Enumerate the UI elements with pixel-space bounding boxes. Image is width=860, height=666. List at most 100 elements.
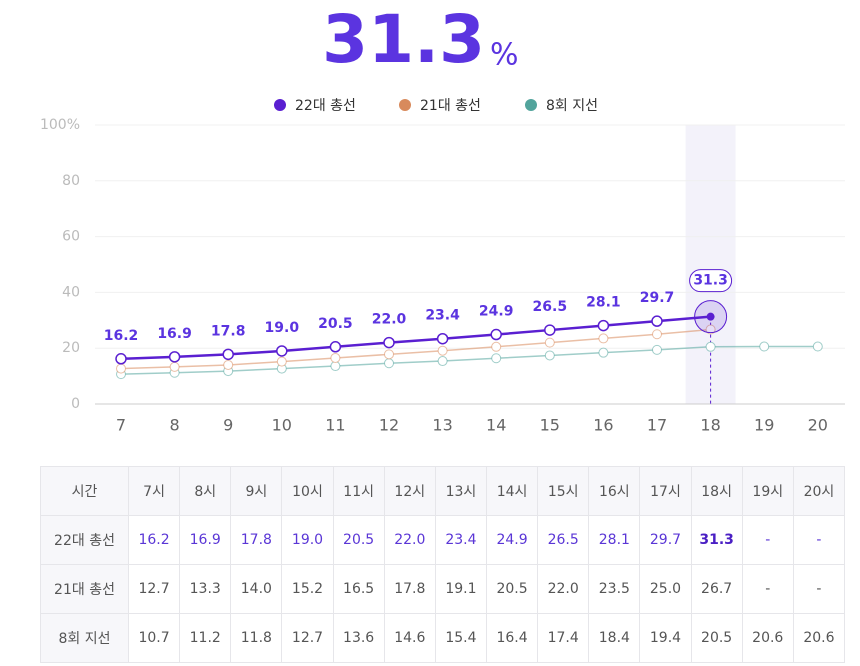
- point: [652, 344, 662, 355]
- table-cell: 16.2: [127, 515, 181, 565]
- point: [812, 341, 823, 352]
- point: [384, 358, 394, 369]
- point: [544, 350, 555, 361]
- point: [652, 329, 662, 340]
- table-cell: 29.7: [639, 515, 692, 565]
- x-tick-label: 16: [593, 416, 613, 435]
- x-tick-label: 11: [325, 416, 345, 435]
- table-cell: 16.9: [179, 515, 232, 565]
- legend-dot: [525, 99, 537, 111]
- table-cell: 8시: [179, 466, 232, 516]
- table-cell: 13.3: [179, 564, 232, 614]
- x-tick-label: 17: [647, 416, 667, 435]
- point: [491, 341, 502, 352]
- chart: 31.3 % 0 20 40 60 80 100% 7 8 9 10 11 12 13 14 15 16 17 1…: [40, 1, 845, 435]
- table-cell: 16.5: [332, 564, 385, 614]
- series-line: [120, 345, 818, 375]
- table-cell: -: [792, 515, 846, 565]
- point: [383, 336, 395, 349]
- point: [437, 356, 448, 367]
- x-tick-label: 13: [432, 416, 452, 435]
- value-label-box: [689, 269, 733, 293]
- table-cell: 14시: [485, 466, 539, 516]
- point: [598, 333, 609, 344]
- headline-unit: %: [490, 38, 519, 73]
- x-tick-label: 8: [170, 416, 180, 435]
- y-tick-label: 60: [62, 229, 80, 245]
- x-tick-label: 15: [540, 416, 560, 435]
- table-cell: 22.0: [383, 515, 436, 565]
- point: [329, 341, 342, 353]
- legend-label: 8회 지선: [546, 98, 598, 114]
- table-cell: 10.7: [127, 613, 181, 663]
- table-cell: 16.4: [485, 613, 539, 663]
- point: [597, 319, 610, 332]
- table-cell: 21대 총선: [40, 564, 129, 614]
- point: [705, 341, 716, 352]
- table-cell: 15시: [537, 466, 590, 516]
- value-label: 29.7: [640, 290, 675, 306]
- headline-value: 31.3: [322, 1, 485, 78]
- point: [544, 324, 556, 336]
- point: [437, 345, 448, 356]
- table-cell: 18.4: [588, 613, 641, 663]
- table-cell: -: [741, 564, 794, 614]
- highlight-band: [685, 125, 736, 404]
- table-cell: 19.1: [434, 564, 487, 614]
- point: [116, 363, 126, 374]
- table-cell: 26.5: [537, 515, 590, 565]
- table-header: 시간 7시 8시 9시 10시 11시 12시 13시 14시 15시 16시 17시 18시 19시 20…: [40, 466, 846, 516]
- table-cell: 9시: [230, 466, 283, 516]
- table-row: 21대 총선 12.7 13.3 14.0 15.2 16.5 17.8 19.1 20.5 22…: [40, 564, 846, 614]
- table-cell: 7시: [127, 466, 181, 516]
- legend-label: 21대 총선: [420, 98, 481, 114]
- point: [168, 351, 181, 363]
- x-tick-label: 20: [808, 416, 828, 435]
- table-cell: 17.4: [537, 613, 590, 663]
- point: [115, 353, 127, 365]
- table-cell: 23.4: [434, 515, 487, 565]
- table-cell: 20.5: [690, 613, 743, 663]
- table-cell: 24.9: [485, 515, 539, 565]
- table-cell: 17.8: [383, 564, 436, 614]
- x-tick-label: 18: [700, 416, 720, 435]
- table-cell: 8회 지선: [40, 613, 129, 663]
- table-row: 22대 총선 16.2 16.9 17.8 19.0 20.5 22.0 23.4 24.9 26…: [40, 515, 846, 565]
- value-label: 26.5: [533, 299, 568, 315]
- table-cell: 17시: [639, 466, 692, 516]
- x-tick-label: 10: [272, 416, 292, 435]
- point: [705, 324, 716, 335]
- point: [759, 341, 770, 352]
- value-label: 17.8: [211, 323, 246, 339]
- point: [490, 328, 502, 341]
- value-label: 28.1: [586, 295, 621, 311]
- x-tick-label: 7: [116, 416, 126, 435]
- table-cell: 15.4: [434, 613, 487, 663]
- point: [384, 349, 394, 360]
- table-cell: 18시: [690, 466, 743, 516]
- table-cell: 25.0: [639, 564, 692, 614]
- table-cell: -: [792, 564, 846, 614]
- table-cell: 20.5: [485, 564, 539, 614]
- y-tick-label: 100%: [40, 117, 80, 133]
- table-cell: 14.0: [230, 564, 283, 614]
- y-tick-label: 80: [62, 173, 80, 189]
- legend-dot: [274, 99, 286, 111]
- table-cell: 19시: [741, 466, 794, 516]
- x-tick-label: 12: [379, 416, 399, 435]
- table-cell: 19.0: [281, 515, 334, 565]
- point: [436, 332, 449, 345]
- y-tick-label: 0: [71, 396, 80, 412]
- table-cell: -: [741, 515, 794, 565]
- table-cell: 26.7: [690, 564, 743, 614]
- point: [222, 348, 234, 361]
- table-cell: 20.6: [741, 613, 794, 663]
- table-cell: 20.6: [792, 613, 846, 663]
- x-tick-label: 14: [486, 416, 506, 435]
- table-cell: 13시: [434, 466, 487, 516]
- table-row: 8회 지선 10.7 11.2 11.8 12.7 13.6 14.6 15.4 16.4 17.…: [40, 613, 846, 663]
- table-cell: 20.5: [332, 515, 385, 565]
- point: [706, 312, 715, 321]
- table-cell: 14.6: [383, 613, 436, 663]
- table-cell: 11.2: [179, 613, 232, 663]
